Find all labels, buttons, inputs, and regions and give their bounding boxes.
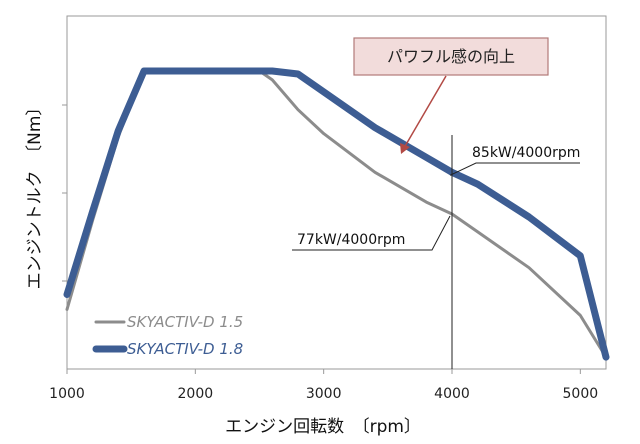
series-line-1 — [63, 67, 610, 361]
x-tick-label-2: 3000 — [306, 386, 342, 402]
leader-77kw — [292, 215, 451, 251]
legend-label-1: SKYACTIV-D 1.8 — [127, 340, 243, 358]
x-axis-title: エンジン回転数 〔rpm〕 — [225, 417, 421, 437]
x-tick-label-4: 5000 — [563, 386, 599, 402]
x-tick-label-1: 2000 — [178, 386, 214, 402]
y-axis-title: エンジントルク 〔Nm〕 — [25, 99, 45, 290]
callout-arrowhead — [400, 143, 410, 154]
x-tick-label-3: 4000 — [434, 386, 470, 402]
callout-box — [353, 37, 549, 76]
callout-text: パワフル感の向上 — [387, 47, 515, 66]
callout-arrow — [403, 75, 447, 149]
legend-label-0: SKYACTIV-D 1.5 — [127, 313, 243, 331]
annotation-85kw: 85kW/4000rpm — [472, 145, 580, 161]
annotation-77kw: 77kW/4000rpm — [297, 232, 405, 248]
x-tick-label-0: 1000 — [49, 386, 85, 402]
leader-85kw — [449, 162, 580, 176]
